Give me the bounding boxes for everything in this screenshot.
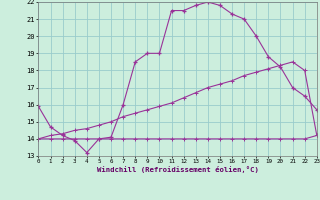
X-axis label: Windchill (Refroidissement éolien,°C): Windchill (Refroidissement éolien,°C): [97, 166, 259, 173]
